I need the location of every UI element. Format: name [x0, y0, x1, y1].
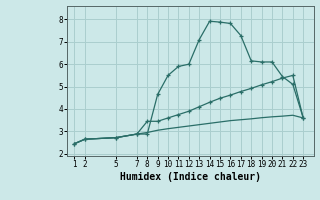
X-axis label: Humidex (Indice chaleur): Humidex (Indice chaleur) [120, 172, 261, 182]
